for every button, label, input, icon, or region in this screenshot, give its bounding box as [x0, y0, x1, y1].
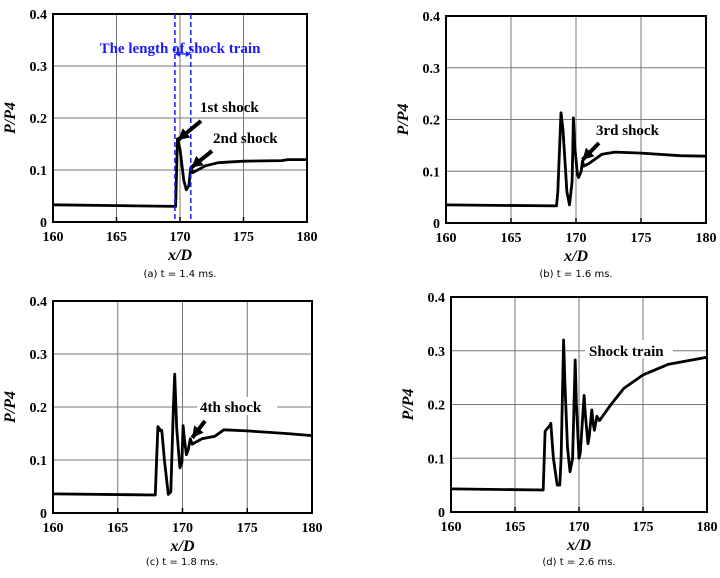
subplot-caption: (b) t = 1.6 ms. — [539, 269, 612, 280]
y-tick-label: 0 — [40, 216, 47, 231]
x-tick-label: 165 — [106, 230, 127, 245]
annotation-arrow-head — [582, 147, 595, 160]
x-tick-label: 175 — [233, 230, 254, 245]
subplot-b: 160 165 170 175 180 0 0.1 0.2 0.3 0.4 x/D P/P4 (b) t… — [395, 10, 717, 280]
y-tick-label: 0.4 — [423, 10, 441, 25]
y-axis-label: P/P4 — [395, 104, 412, 137]
annotation-1st-shock: 1st shock — [200, 100, 259, 116]
y-tick-label: 0.1 — [423, 165, 441, 180]
x-tick-label: 170 — [566, 231, 587, 246]
annotation-arrow-head — [178, 128, 191, 140]
subplot-caption: (d) t = 2.6 ms. — [542, 557, 615, 568]
annotation-2nd-shock: 2nd shock — [213, 131, 278, 147]
plot-frame — [52, 13, 308, 223]
y-tick-label: 0.2 — [428, 399, 446, 414]
x-tick-label: 160 — [43, 521, 64, 536]
x-axis-label: x/D — [170, 538, 195, 555]
plot-frame — [450, 296, 708, 513]
subplot-caption: (a) t = 1.4 ms. — [144, 269, 217, 280]
y-tick-label: 0.3 — [428, 345, 446, 360]
pressure-curve — [52, 137, 307, 208]
subplot-d: 160 165 170 175 180 0 0.1 0.2 0.3 0.4 x/D P/P4 (d) t… — [400, 291, 718, 568]
annotation-shock-train: Shock train — [589, 344, 664, 360]
y-tick-label: 0.1 — [30, 164, 48, 179]
y-tick-label: 0.2 — [423, 114, 441, 129]
y-tick-label: 0.1 — [428, 452, 446, 467]
y-tick-label: 0.2 — [30, 401, 48, 416]
x-tick-label: 180 — [302, 521, 323, 536]
pressure-curve — [52, 372, 313, 497]
x-tick-label: 175 — [631, 231, 652, 246]
y-tick-label: 0.3 — [30, 60, 48, 75]
pressure-curve — [445, 111, 707, 208]
x-tick-label: 180 — [696, 231, 717, 246]
plot-frame — [445, 15, 707, 224]
subplot-a: 160 165 170 175 180 0 0.1 0.2 0.3 0.4 x/D P/P4 (a) t… — [2, 8, 318, 280]
y-tick-label: 0 — [433, 217, 440, 232]
y-tick-label: 0.4 — [30, 8, 48, 23]
plot-frame — [52, 300, 313, 514]
x-tick-label: 175 — [237, 521, 258, 536]
subplot-caption: (c) t = 1.8 ms. — [146, 557, 218, 568]
label-background — [585, 340, 673, 358]
subplot-c: 160 165 170 175 180 0 0.1 0.2 0.3 0.4 x/D P/P4 (c) t… — [2, 295, 323, 568]
x-tick-label: 180 — [297, 230, 318, 245]
x-tick-label: 160 — [441, 520, 462, 535]
annotation-arrow-head — [192, 425, 204, 438]
x-tick-label: 160 — [43, 230, 64, 245]
length-arrow-head-left — [174, 51, 180, 57]
label-background — [197, 397, 277, 415]
y-axis-label: P/P4 — [400, 389, 417, 422]
y-tick-label: 0 — [438, 506, 445, 521]
y-axis-label: P/P4 — [2, 391, 19, 424]
y-tick-label: 0.1 — [30, 454, 48, 469]
y-tick-label: 0.4 — [30, 295, 48, 310]
x-tick-label: 170 — [172, 521, 193, 536]
annotation-shock-train-length: The length of shock train — [100, 41, 262, 57]
y-tick-label: 0.3 — [30, 348, 48, 363]
y-tick-label: 0.4 — [428, 291, 446, 306]
x-tick-label: 170 — [170, 230, 191, 245]
x-tick-label: 170 — [569, 520, 590, 535]
x-tick-label: 165 — [505, 520, 526, 535]
x-tick-label: 175 — [633, 520, 654, 535]
y-tick-label: 0.2 — [30, 112, 48, 127]
annotation-3rd-shock: 3rd shock — [596, 123, 660, 139]
x-axis-label: x/D — [563, 248, 588, 265]
x-axis-label: x/D — [167, 247, 192, 264]
x-tick-label: 160 — [436, 231, 457, 246]
y-tick-label: 0.3 — [423, 62, 441, 77]
annotation-arrow-head — [191, 155, 204, 168]
x-tick-label: 165 — [501, 231, 522, 246]
y-tick-label: 0 — [40, 507, 47, 522]
pressure-curve — [450, 338, 708, 492]
y-axis-label: P/P4 — [2, 102, 19, 135]
x-tick-label: 165 — [107, 521, 128, 536]
x-tick-label: 180 — [697, 520, 718, 535]
annotation-4th-shock: 4th shock — [200, 400, 262, 416]
x-axis-label: x/D — [566, 537, 591, 554]
length-arrow-head-right — [185, 51, 191, 57]
